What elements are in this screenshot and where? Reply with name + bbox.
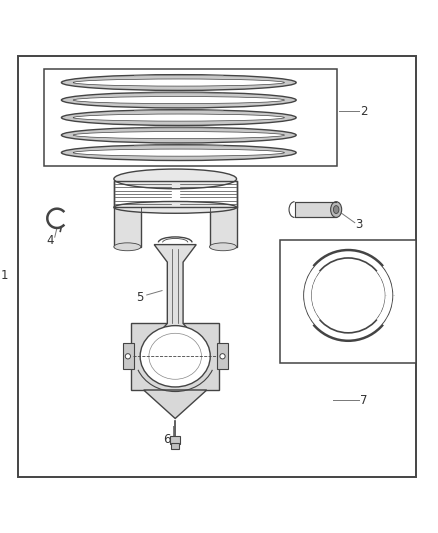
Ellipse shape	[114, 243, 141, 251]
Ellipse shape	[61, 92, 296, 108]
Polygon shape	[144, 390, 207, 418]
Ellipse shape	[61, 145, 296, 160]
Ellipse shape	[140, 326, 210, 387]
Bar	[294, 201, 336, 217]
Bar	[114, 181, 237, 207]
Ellipse shape	[114, 169, 237, 189]
Ellipse shape	[61, 110, 296, 125]
Ellipse shape	[333, 206, 339, 214]
Ellipse shape	[125, 354, 131, 359]
Bar	[131, 322, 219, 390]
Bar	[170, 436, 180, 444]
Bar	[123, 343, 134, 369]
Ellipse shape	[73, 96, 284, 103]
Text: 3: 3	[356, 219, 363, 231]
Text: 7: 7	[360, 393, 367, 407]
Ellipse shape	[209, 243, 237, 251]
Bar	[209, 207, 237, 247]
Bar	[44, 69, 337, 166]
Text: 6: 6	[162, 433, 170, 446]
Ellipse shape	[114, 201, 237, 213]
Ellipse shape	[73, 114, 284, 121]
Text: 5: 5	[137, 290, 144, 304]
Bar	[171, 443, 179, 449]
Bar	[280, 240, 416, 363]
Ellipse shape	[73, 79, 284, 86]
Bar	[217, 343, 228, 369]
Ellipse shape	[73, 132, 284, 139]
Text: 2: 2	[360, 104, 367, 117]
Text: 4: 4	[46, 233, 54, 247]
Bar	[114, 207, 141, 247]
Ellipse shape	[61, 127, 296, 143]
Polygon shape	[150, 245, 201, 343]
Ellipse shape	[61, 75, 296, 91]
Ellipse shape	[73, 149, 284, 156]
Ellipse shape	[331, 201, 342, 217]
Text: 1: 1	[0, 269, 8, 282]
Ellipse shape	[220, 354, 225, 359]
